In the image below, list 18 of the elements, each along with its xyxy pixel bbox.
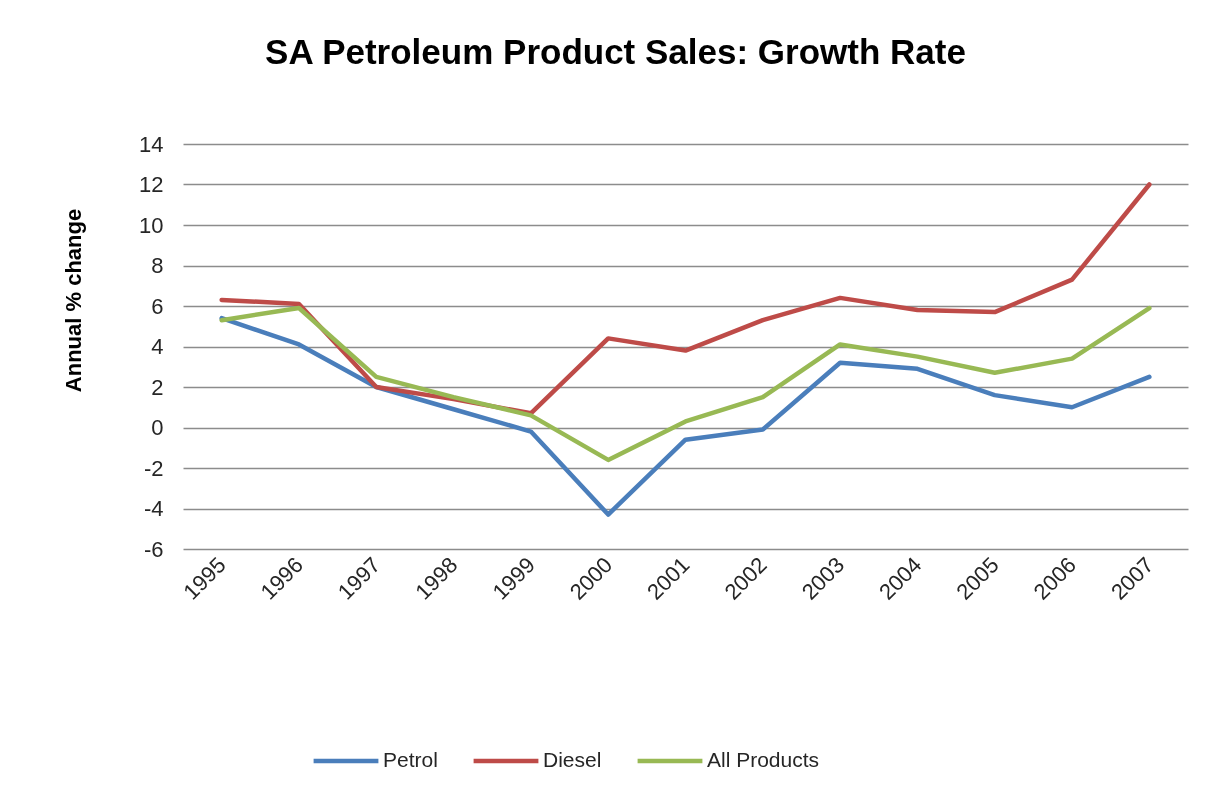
y-tick-label: 2 <box>151 374 164 400</box>
y-tick-label: 10 <box>139 212 164 238</box>
y-tick-label: 14 <box>139 131 164 157</box>
y-tick-label: 0 <box>151 415 164 440</box>
y-tick-label: 4 <box>151 334 164 359</box>
y-tick-label: 12 <box>139 172 164 197</box>
line-series <box>219 305 1152 463</box>
chart-title: SA Petroleum Product Sales: Growth Rate <box>265 32 966 71</box>
y-tick-label: -4 <box>143 496 164 521</box>
legend-label: All Products <box>707 748 820 771</box>
line-series <box>219 315 1152 517</box>
y-axis-title: Annual % change <box>60 208 86 393</box>
y-tick-label: -6 <box>143 536 164 562</box>
y-tick-label: -2 <box>143 455 164 481</box>
y-tick-label: 8 <box>151 253 164 278</box>
y-tick-label: 6 <box>151 293 164 319</box>
legend-label: Petrol <box>383 748 438 771</box>
legend-label: Diesel <box>543 748 602 771</box>
